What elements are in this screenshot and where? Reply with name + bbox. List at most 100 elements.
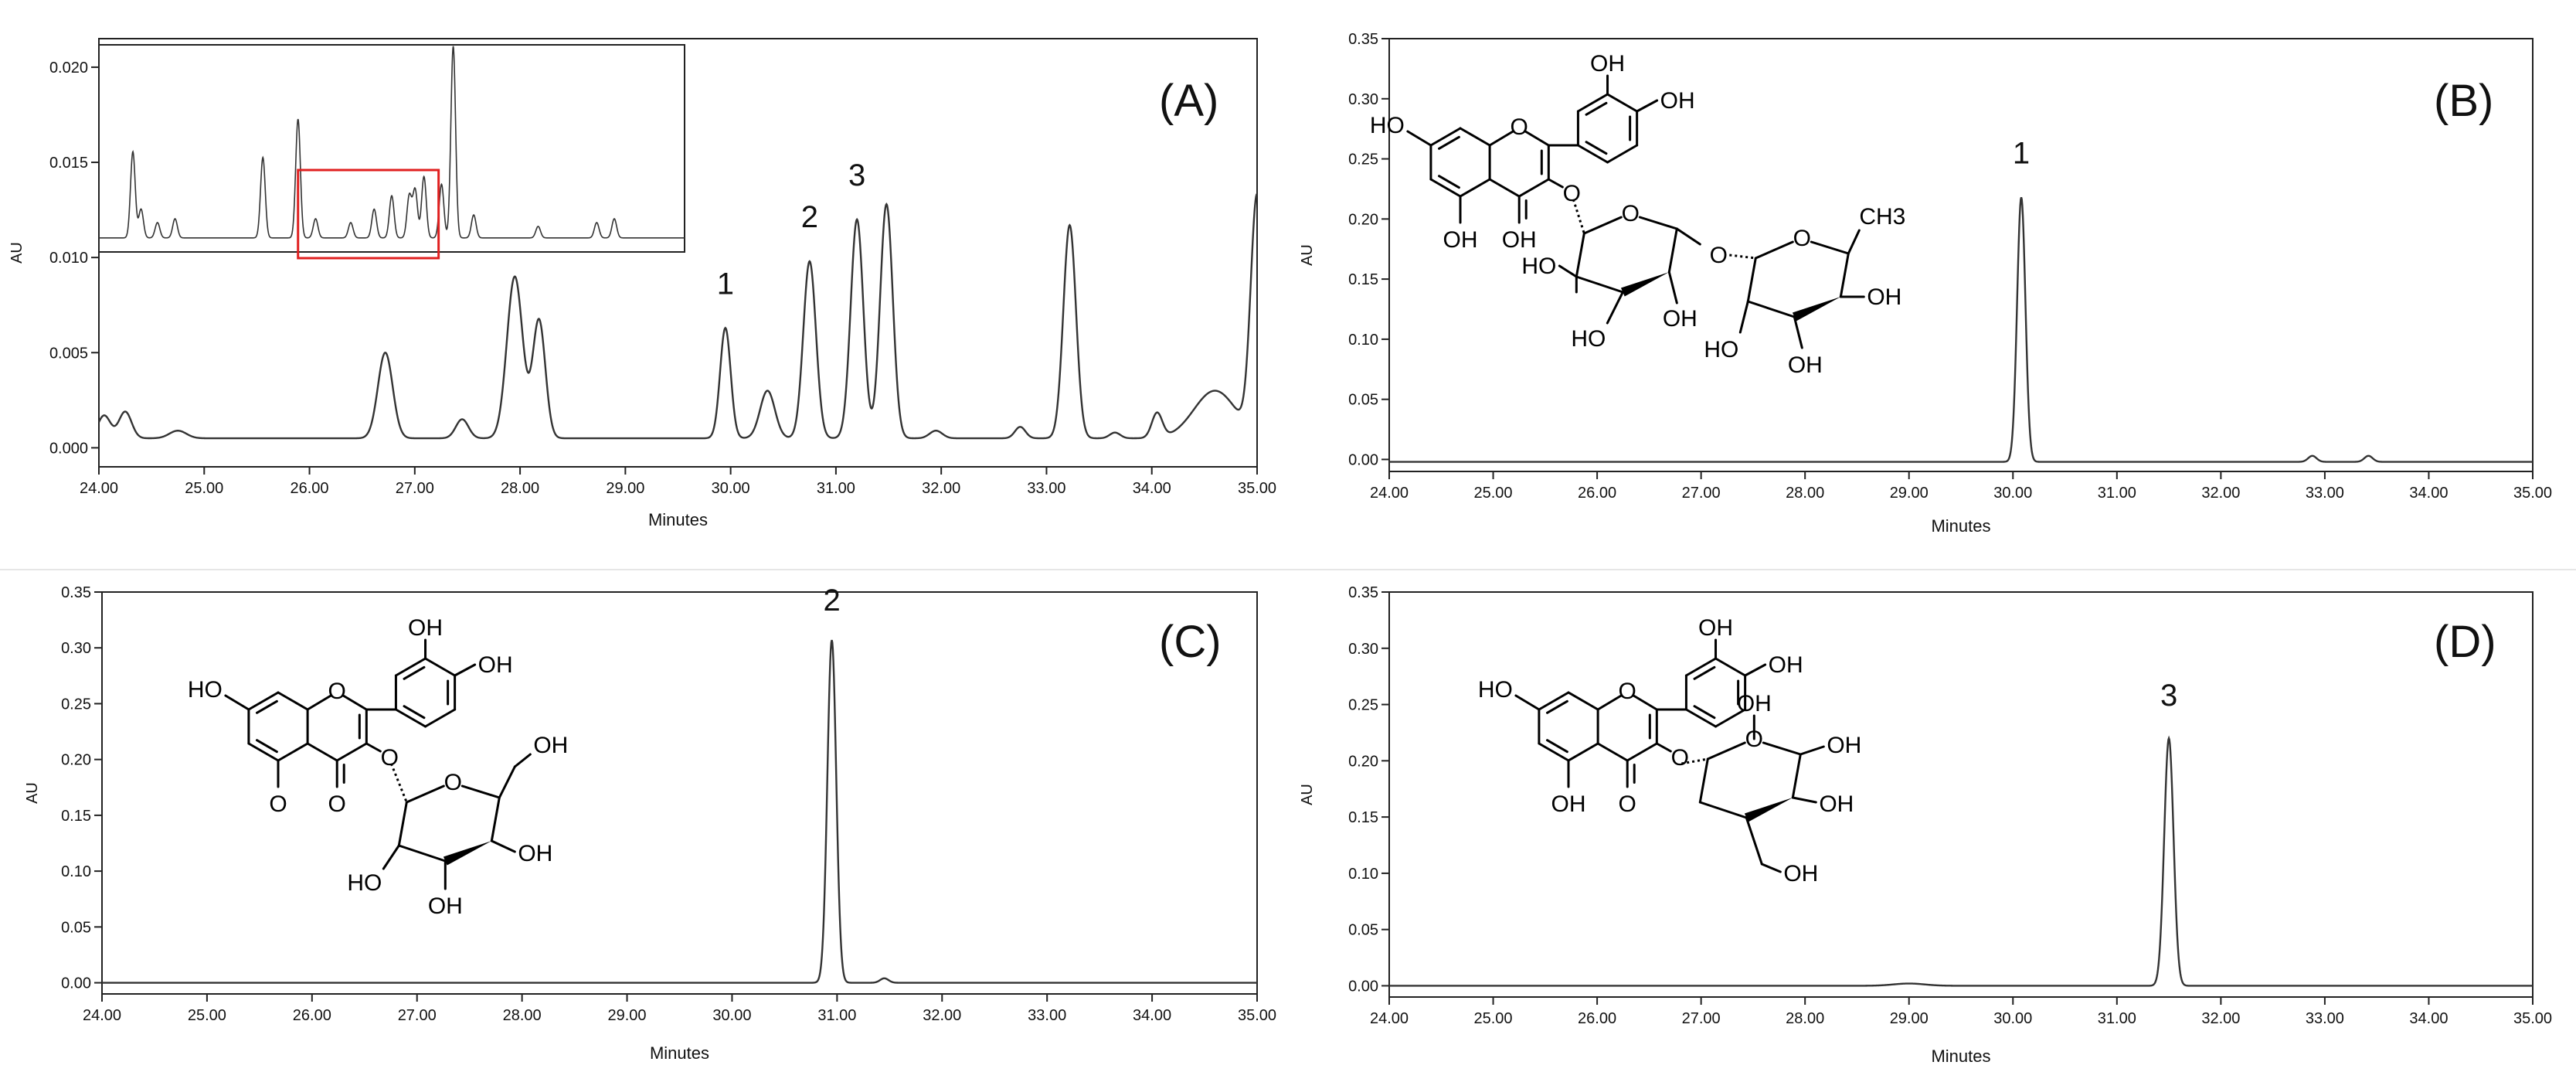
bond bbox=[1576, 93, 1609, 113]
bond bbox=[1675, 227, 1701, 246]
bond bbox=[394, 708, 427, 728]
x-tick-label: 34.00 bbox=[1133, 480, 1171, 497]
bond bbox=[306, 694, 332, 711]
x-tick-label: 31.00 bbox=[2098, 485, 2136, 502]
y-tick-label: 0.010 bbox=[49, 250, 88, 267]
atom-label-oh: OH bbox=[478, 652, 513, 678]
bond bbox=[365, 742, 382, 753]
bond bbox=[1606, 291, 1624, 325]
peak-label: 3 bbox=[848, 158, 865, 192]
y-tick-label: 0.20 bbox=[61, 752, 91, 769]
y-tick-label: 0.20 bbox=[1348, 753, 1378, 770]
bond bbox=[1793, 315, 1803, 349]
double-bond bbox=[255, 699, 278, 714]
y-tick-label: 0.30 bbox=[1348, 641, 1378, 658]
y-tick-label: 0.20 bbox=[1348, 211, 1378, 228]
bond bbox=[405, 784, 445, 804]
bond bbox=[1538, 691, 1570, 711]
bond bbox=[490, 796, 501, 842]
bond bbox=[1706, 741, 1746, 761]
x-tick-label: 31.00 bbox=[817, 480, 855, 497]
double-bond bbox=[1437, 175, 1460, 189]
bond bbox=[1810, 240, 1850, 255]
bond bbox=[1684, 657, 1718, 677]
bond bbox=[513, 753, 532, 768]
bond bbox=[1791, 753, 1802, 799]
atom-label-o: O bbox=[1710, 243, 1728, 268]
bond bbox=[1459, 127, 1491, 147]
hashed-bond bbox=[1681, 757, 1708, 765]
y-tick-label: 0.015 bbox=[49, 155, 88, 172]
y-tick-label: 0.10 bbox=[1348, 866, 1378, 883]
bond bbox=[1754, 240, 1794, 260]
chromatogram-trace bbox=[102, 639, 1257, 984]
atom-label-ho: HO bbox=[1521, 254, 1556, 279]
y-tick-label: 0.35 bbox=[1348, 31, 1378, 48]
x-tick-label: 26.00 bbox=[1578, 485, 1616, 502]
x-tick-label: 27.00 bbox=[396, 480, 434, 497]
atom-label-oh: OH bbox=[533, 733, 568, 758]
inset-frame bbox=[98, 44, 685, 253]
bond bbox=[1582, 216, 1623, 235]
bond bbox=[424, 708, 457, 728]
bond bbox=[1517, 178, 1550, 198]
atom-label-ho: HO bbox=[1478, 677, 1513, 703]
peak-label: 1 bbox=[2013, 136, 2030, 170]
double-bond bbox=[1545, 699, 1568, 714]
x-tick-label: 32.00 bbox=[2201, 485, 2240, 502]
y-tick-label: 0.05 bbox=[1348, 922, 1378, 939]
double-bond bbox=[1693, 705, 1716, 720]
atom-label-oh: OH bbox=[1737, 691, 1772, 716]
atom-label-oh: OH bbox=[1551, 791, 1586, 817]
bond bbox=[397, 844, 447, 863]
bond bbox=[247, 691, 280, 711]
x-tick-label: 26.00 bbox=[291, 480, 329, 497]
x-tick-label: 33.00 bbox=[2306, 485, 2344, 502]
bond bbox=[1596, 742, 1629, 762]
bond bbox=[1558, 264, 1578, 278]
atom-label-o: O bbox=[1622, 201, 1640, 226]
x-tick-label: 33.00 bbox=[1028, 1007, 1066, 1024]
atom-label-o: O bbox=[328, 679, 346, 704]
x-tick-label: 25.00 bbox=[185, 480, 223, 497]
y-tick-label: 0.005 bbox=[49, 345, 88, 362]
atom-label-oh: OH bbox=[1783, 861, 1818, 887]
y-tick-label: 0.05 bbox=[1348, 392, 1378, 409]
bond bbox=[1745, 816, 1763, 866]
x-tick-label: 35.00 bbox=[2513, 485, 2552, 502]
bond bbox=[1567, 742, 1599, 762]
double-bond bbox=[403, 665, 426, 680]
atom-label-ho: HO bbox=[188, 677, 223, 703]
y-tick-label: 0.25 bbox=[1348, 697, 1378, 714]
bond bbox=[1429, 127, 1462, 147]
bond bbox=[335, 742, 368, 762]
y-axis-label: AU bbox=[1299, 244, 1316, 266]
bond bbox=[1429, 178, 1462, 198]
atom-label-o: O bbox=[444, 770, 462, 795]
x-tick-label: 33.00 bbox=[1027, 480, 1065, 497]
y-tick-label: 0.10 bbox=[1348, 332, 1378, 349]
x-tick-label: 32.00 bbox=[923, 1007, 961, 1024]
chromatogram-trace bbox=[1389, 735, 2533, 987]
x-tick-label: 31.00 bbox=[817, 1007, 856, 1024]
y-tick-label: 0.000 bbox=[49, 440, 88, 457]
atom-label-o: O bbox=[1619, 679, 1636, 704]
peak-label: 3 bbox=[2160, 679, 2177, 713]
y-tick-label: 0.25 bbox=[61, 696, 91, 713]
bond bbox=[1406, 130, 1432, 147]
hashed-bond bbox=[1729, 254, 1756, 260]
bond bbox=[424, 657, 457, 677]
bond bbox=[1655, 742, 1672, 753]
bond bbox=[1746, 257, 1757, 303]
x-tick-label: 28.00 bbox=[1786, 485, 1824, 502]
panel-label: (C) bbox=[1159, 617, 1222, 667]
panel-label: (B) bbox=[2434, 76, 2493, 126]
wedge-bond bbox=[1792, 297, 1841, 322]
bond bbox=[1576, 144, 1609, 164]
x-tick-label: 29.00 bbox=[1890, 1010, 1929, 1027]
y-tick-label: 0.00 bbox=[1348, 978, 1378, 995]
atom-label-ho: HO bbox=[1704, 337, 1738, 362]
